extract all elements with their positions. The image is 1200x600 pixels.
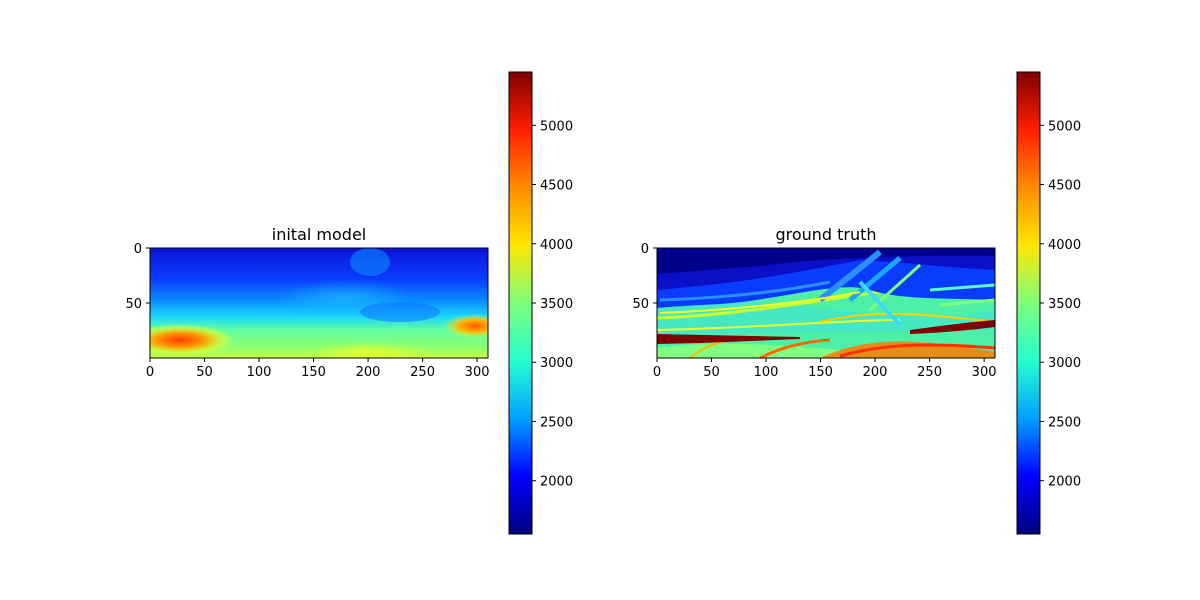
colorbar-tick-label: 3000 — [540, 356, 573, 371]
colorbar-fill — [509, 72, 532, 534]
x-tick-label: 100 — [247, 365, 272, 380]
x-tick-label: 200 — [356, 365, 381, 380]
x-tick-label: 150 — [808, 365, 833, 380]
panel-initial-model: 0 50 100 150 200 250 300 0 50 inital model — [125, 225, 489, 380]
colorbar-tick-label: 2000 — [1048, 475, 1081, 490]
chart-title: ground truth — [775, 225, 876, 244]
colorbar-ticks: 2000 2500 3000 3500 4000 4500 5000 — [532, 119, 573, 490]
axis-ticks: 0 50 100 150 200 250 300 0 50 — [632, 242, 996, 380]
colorbar-tick-label: 4500 — [540, 179, 573, 194]
colorbar-tick-label: 4000 — [540, 238, 573, 253]
heatmap-image — [150, 248, 488, 358]
x-tick-label: 150 — [301, 365, 326, 380]
x-tick-label: 250 — [410, 365, 435, 380]
panel-ground-truth: 0 50 100 150 200 250 300 0 50 ground truth — [632, 225, 996, 380]
y-tick-label: 0 — [641, 242, 649, 257]
x-tick-label: 100 — [754, 365, 779, 380]
colorbar-tick-label: 5000 — [540, 119, 573, 134]
colorbar-tick-label: 3000 — [1048, 356, 1081, 371]
x-tick-label: 50 — [703, 365, 720, 380]
y-tick-label: 0 — [134, 242, 142, 257]
x-tick-label: 300 — [972, 365, 997, 380]
colorbar-fill — [1017, 72, 1040, 534]
colorbar-tick-label: 2500 — [540, 415, 573, 430]
colorbar-tick-label: 4000 — [1048, 238, 1081, 253]
chart-title: inital model — [272, 225, 366, 244]
x-tick-label: 0 — [653, 365, 661, 380]
x-tick-label: 50 — [196, 365, 213, 380]
colorbar-ground-truth: 2000 2500 3000 3500 4000 4500 5000 — [1016, 71, 1081, 535]
colorbar-tick-label: 5000 — [1048, 119, 1081, 134]
axis-ticks: 0 50 100 150 200 250 300 0 50 — [125, 242, 489, 380]
colorbar-tick-label: 2000 — [540, 475, 573, 490]
colorbar-tick-label: 2500 — [1048, 415, 1081, 430]
colorbar-tick-label: 4500 — [1048, 179, 1081, 194]
x-tick-label: 200 — [863, 365, 888, 380]
colorbar-tick-label: 3500 — [1048, 297, 1081, 312]
heatmap-image — [657, 248, 995, 358]
x-tick-label: 250 — [917, 365, 942, 380]
colorbar-ticks: 2000 2500 3000 3500 4000 4500 5000 — [1040, 119, 1081, 490]
colorbar-tick-label: 3500 — [540, 297, 573, 312]
y-tick-label: 50 — [632, 297, 649, 312]
x-tick-label: 0 — [146, 365, 154, 380]
y-tick-label: 50 — [125, 297, 142, 312]
x-tick-label: 300 — [465, 365, 490, 380]
colorbar-initial-model: 2000 2500 3000 3500 4000 4500 5000 — [508, 71, 573, 535]
